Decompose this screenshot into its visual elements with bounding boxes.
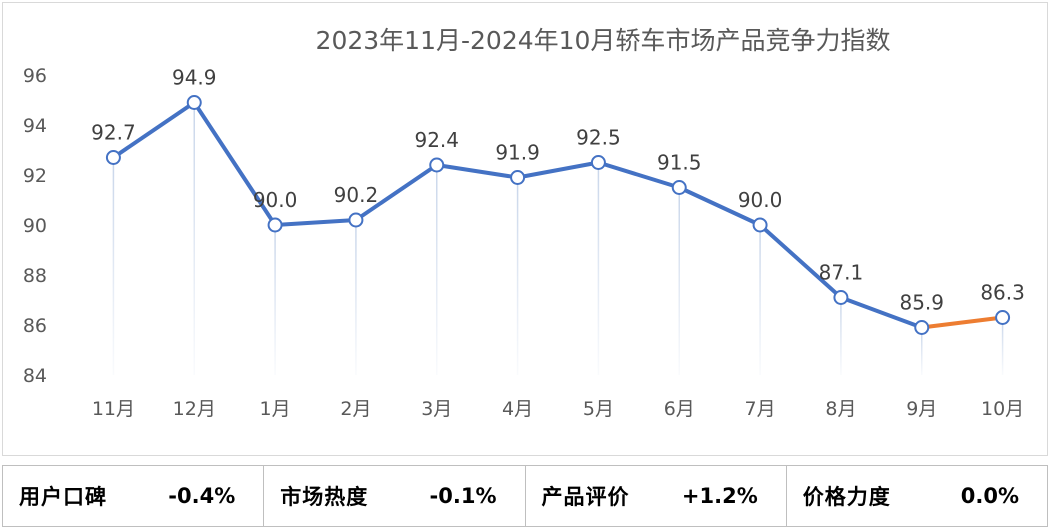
series-segment bbox=[596, 160, 682, 190]
data-point bbox=[105, 150, 121, 165]
stat-cell-user-reputation: 用户口碑 -0.4% bbox=[3, 466, 265, 526]
x-tick-label: 2月 bbox=[340, 398, 371, 420]
drop-line bbox=[112, 157, 115, 375]
data-label: 92.4 bbox=[414, 128, 459, 152]
data-label: 90.0 bbox=[253, 188, 298, 212]
chart-title: 2023年11月-2024年10月轿车市场产品竞争力指数 bbox=[316, 26, 891, 55]
series-segment bbox=[677, 185, 763, 227]
x-tick-label: 7月 bbox=[745, 398, 776, 420]
drop-line bbox=[759, 225, 761, 375]
drop-line bbox=[516, 177, 519, 375]
series-segment bbox=[434, 163, 520, 180]
data-point bbox=[914, 320, 930, 335]
x-tick-label: 4月 bbox=[502, 398, 533, 420]
drop-line bbox=[274, 225, 276, 375]
y-tick-label: 90 bbox=[23, 215, 47, 237]
data-label: 86.3 bbox=[980, 281, 1025, 305]
data-point bbox=[510, 170, 526, 185]
series-segment bbox=[353, 163, 439, 222]
stat-cell-product-review: 产品评价 +1.2% bbox=[526, 466, 787, 526]
series-segment bbox=[758, 223, 843, 300]
series-segment bbox=[192, 100, 278, 227]
data-label: 94.9 bbox=[172, 66, 217, 90]
drop-line bbox=[355, 220, 357, 375]
stats-table: 用户口碑 -0.4% 市场热度 -0.1% 产品评价 +1.2% 价格力度 0.… bbox=[2, 465, 1048, 527]
series-segment bbox=[515, 160, 601, 180]
y-tick-label: 86 bbox=[23, 315, 47, 337]
stat-value: -0.1% bbox=[429, 484, 497, 508]
drop-line bbox=[678, 187, 680, 375]
y-tick-label: 84 bbox=[23, 365, 47, 387]
data-point bbox=[995, 310, 1011, 325]
stat-value: 0.0% bbox=[960, 484, 1019, 508]
stat-label: 用户口碑 bbox=[19, 485, 107, 509]
data-label: 92.5 bbox=[576, 126, 621, 150]
data-label: 90.0 bbox=[738, 188, 783, 212]
y-tick-label: 96 bbox=[23, 65, 47, 87]
data-label: 87.1 bbox=[819, 261, 864, 285]
x-tick-label: 1月 bbox=[260, 398, 291, 420]
data-label: 85.9 bbox=[899, 291, 944, 315]
stat-value: -0.4% bbox=[168, 484, 236, 508]
chart-area: 2023年11月-2024年10月轿车市场产品竞争力指数 84 86 88 90 92 9… bbox=[2, 2, 1048, 456]
data-point bbox=[348, 212, 364, 228]
drop-line bbox=[436, 165, 438, 375]
data-label: 91.9 bbox=[495, 141, 540, 165]
stat-label: 市场热度 bbox=[280, 485, 369, 509]
data-point bbox=[752, 217, 768, 233]
x-tick-label: 8月 bbox=[825, 398, 856, 420]
drop-line bbox=[921, 327, 923, 375]
x-tick-label: 10月 bbox=[981, 398, 1024, 420]
series-segment bbox=[111, 100, 197, 160]
data-label: 91.5 bbox=[657, 151, 702, 175]
data-point bbox=[186, 95, 202, 110]
data-point bbox=[833, 290, 849, 305]
series-segment bbox=[273, 218, 358, 227]
data-label: 90.2 bbox=[334, 183, 379, 207]
stat-label: 产品评价 bbox=[541, 485, 630, 509]
drop-line bbox=[597, 162, 600, 375]
x-tick-label: 9月 bbox=[906, 398, 937, 420]
data-point bbox=[267, 217, 283, 233]
series-segment bbox=[838, 295, 924, 330]
data-point bbox=[429, 157, 445, 173]
series-segment-highlight bbox=[919, 315, 1005, 330]
line-chart: 2023年11月-2024年10月轿车市场产品竞争力指数 84 86 88 90 92 9… bbox=[23, 26, 1025, 420]
y-tick-label: 94 bbox=[23, 115, 47, 137]
x-tick-label: 3月 bbox=[421, 398, 452, 420]
x-tick-label: 6月 bbox=[664, 398, 695, 420]
data-point bbox=[671, 180, 687, 195]
data-point bbox=[590, 155, 606, 170]
stat-cell-market-heat: 市场热度 -0.1% bbox=[264, 466, 526, 526]
y-tick-label: 92 bbox=[23, 165, 47, 187]
y-tick-label: 88 bbox=[23, 265, 47, 287]
stat-label: 价格力度 bbox=[802, 485, 891, 509]
x-tick-label: 5月 bbox=[583, 398, 614, 420]
drop-line bbox=[193, 102, 195, 375]
drop-line bbox=[840, 297, 842, 375]
x-tick-label: 11月 bbox=[92, 398, 135, 420]
drop-line bbox=[1001, 317, 1004, 375]
data-label: 92.7 bbox=[91, 121, 136, 145]
x-tick-label: 12月 bbox=[173, 398, 216, 420]
stat-value: +1.2% bbox=[681, 484, 758, 508]
stat-cell-price-strength: 价格力度 0.0% bbox=[787, 466, 1047, 526]
